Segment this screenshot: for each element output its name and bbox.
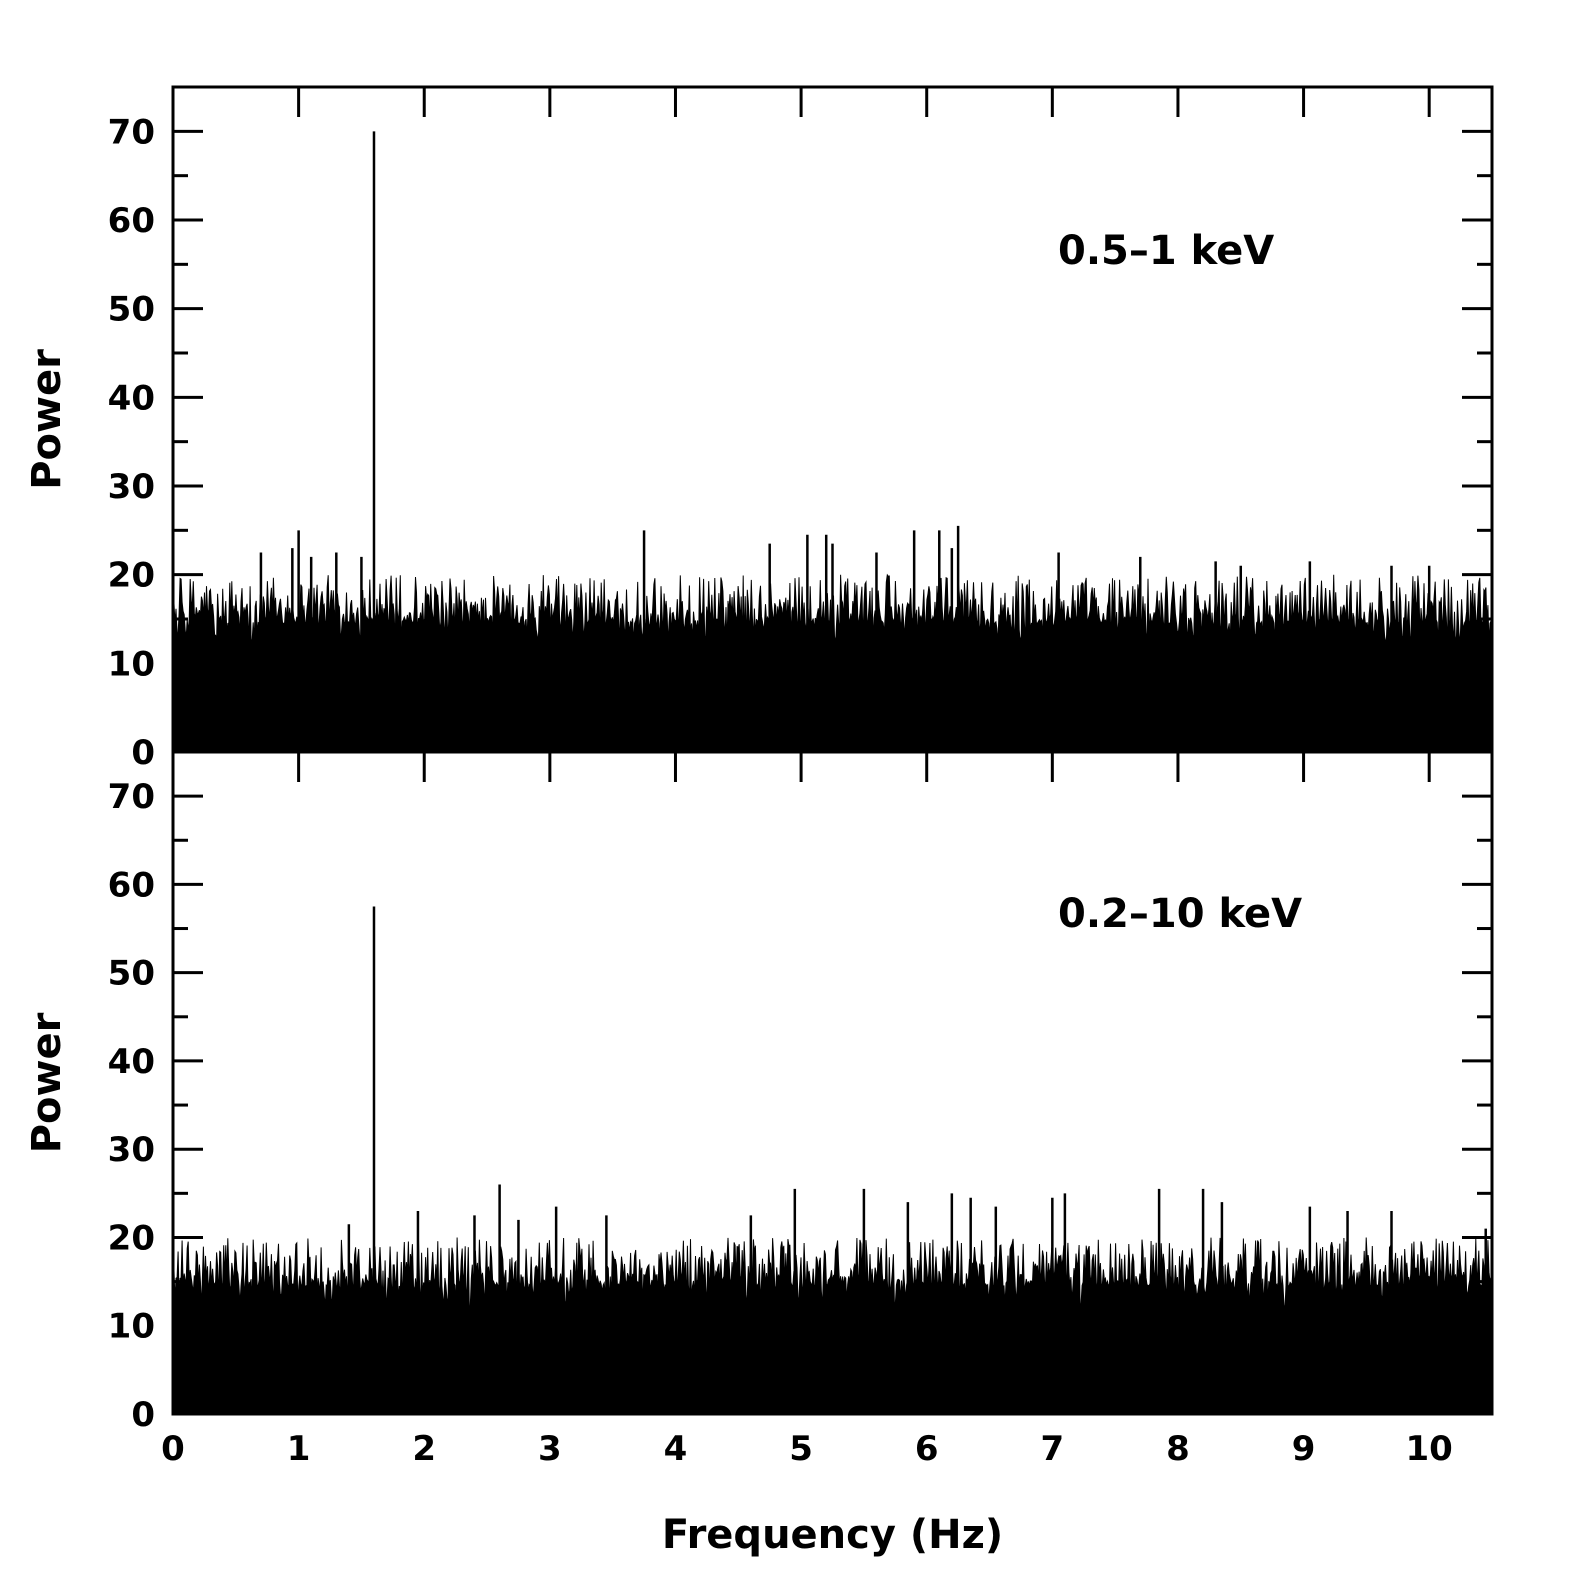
- panel-bottom: 0 1 2 3 4 5 6 7 8 9 10 0 10 20 30 40 50 60 70 Power 0.2–10 k…: [24, 750, 1494, 1558]
- plot-frame: [171, 750, 1494, 1416]
- spectrum-noise-fill: [172, 1237, 1493, 1415]
- energy-band-annotation: 0.5–1 keV: [1058, 228, 1274, 274]
- y-tick-label: 30: [108, 467, 155, 507]
- y-tick-label: 0: [131, 1395, 155, 1435]
- x-tick-label: 5: [789, 1429, 813, 1469]
- x-tick-label: 0: [161, 1429, 185, 1469]
- y-axis-label: Power: [24, 1012, 70, 1153]
- y-tick-label: 10: [108, 1307, 155, 1347]
- y-tick-label: 30: [108, 1130, 155, 1170]
- x-axis-label: Frequency (Hz): [662, 1512, 1003, 1558]
- y-tick-label: 50: [108, 954, 155, 994]
- x-tick-label: 7: [1040, 1429, 1064, 1469]
- x-tick-label: 4: [664, 1429, 688, 1469]
- x-tick-label: 3: [538, 1429, 562, 1469]
- y-tick-label: 60: [108, 201, 155, 241]
- panel-top: 0 10 20 30 40 50 60 70 Power 0.5–1 keV: [24, 85, 1494, 773]
- x-tick-label: 8: [1166, 1429, 1190, 1469]
- y-axis-label: Power: [24, 349, 70, 490]
- x-tick-label: 10: [1406, 1429, 1453, 1469]
- y-tick-label: 20: [108, 1218, 155, 1258]
- y-tick-label: 60: [108, 865, 155, 905]
- y-tick-label: 0: [131, 733, 155, 773]
- y-tick-label: 40: [108, 1042, 155, 1082]
- x-tick-label: 2: [412, 1429, 436, 1469]
- y-tick-label: 20: [108, 556, 155, 596]
- y-tick-label: 70: [108, 112, 155, 152]
- energy-band-annotation: 0.2–10 keV: [1058, 891, 1302, 937]
- x-tick-label: 1: [287, 1429, 311, 1469]
- x-tick-label: 9: [1292, 1429, 1316, 1469]
- y-tick-label: 40: [108, 378, 155, 418]
- y-tick-label: 50: [108, 290, 155, 330]
- y-tick-label: 10: [108, 644, 155, 684]
- y-tick-label: 70: [108, 777, 155, 817]
- x-tick-label: 6: [915, 1429, 939, 1469]
